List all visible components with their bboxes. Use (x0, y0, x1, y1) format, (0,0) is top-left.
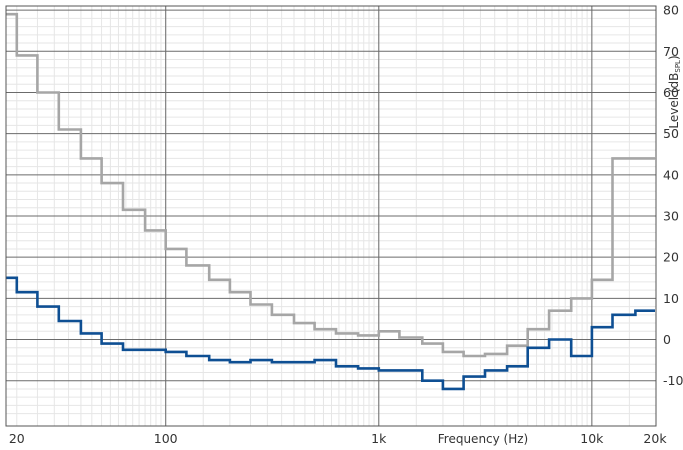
plot-frame (5, 5, 657, 427)
series-line-2 (6, 276, 655, 391)
y-tick-label: 40 (663, 167, 679, 182)
y-tick-label: 60 (663, 85, 679, 100)
y-tick-label: 0 (663, 332, 671, 347)
y-axis-title-sub: SPL (674, 60, 682, 73)
y-tick-label: 20 (663, 250, 679, 265)
y-axis-title-main: Level (dB (667, 73, 681, 129)
series-layer (6, 12, 655, 391)
y-tick-label: -10 (663, 373, 683, 388)
x-tick-label: 10k (580, 431, 604, 446)
series-line-1 (6, 12, 655, 358)
y-tick-label: 50 (663, 126, 679, 141)
x-tick-label: 100 (154, 431, 178, 446)
y-tick-label: 80 (663, 3, 679, 18)
y-tick-label: 70 (663, 44, 679, 59)
y-tick-labels: -10 0 10 20 30 40 50 60 70 80 (663, 3, 683, 389)
x-tick-label: 20 (9, 431, 25, 446)
x-axis-title: Frequency (Hz) (438, 432, 529, 446)
y-axis-title: Level (dBSPL) (667, 55, 682, 128)
y-axis-title-close: ) (667, 55, 681, 60)
x-tick-labels: 20 100 1k 10k 20k (9, 431, 667, 446)
y-tick-label: 30 (663, 209, 679, 224)
x-tick-label: 1k (371, 431, 387, 446)
y-tick-label: 10 (663, 291, 679, 306)
major-grid (6, 6, 656, 426)
x-tick-label: 20k (643, 431, 667, 446)
